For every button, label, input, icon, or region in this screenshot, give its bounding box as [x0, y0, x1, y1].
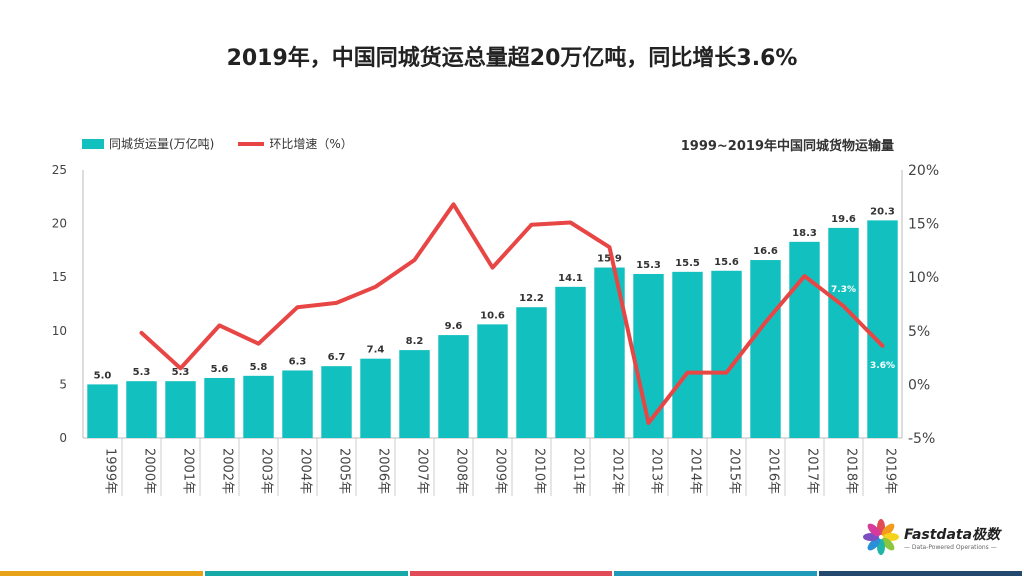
bar-value-label: 18.3 [792, 228, 817, 239]
footer-stripe [614, 571, 818, 576]
bar [204, 377, 235, 438]
chart-caption: 1999~2019年中国同城货物运输量 [680, 139, 894, 154]
x-tick-label: 2002年 [220, 448, 235, 494]
bar [555, 286, 586, 438]
bar-value-label: 14.1 [558, 273, 583, 284]
footer-stripe [204, 571, 408, 576]
y-right-tick-label: 5% [908, 324, 930, 340]
bar-value-label: 9.6 [445, 321, 463, 332]
line-point-label: 7.3% [831, 285, 856, 295]
growth-rate-line [139, 202, 885, 425]
brand-tagline: — Data-Powered Operations — [904, 543, 997, 551]
y-left-tick-label: 15 [52, 270, 67, 284]
x-tick-label: 2011年 [571, 448, 586, 494]
legend-item-bar: 同城货运量(万亿吨) [82, 135, 214, 152]
bar-value-label: 7.4 [367, 345, 385, 356]
legend-line-swatch [238, 141, 265, 146]
legend-bar-swatch [82, 138, 104, 149]
page-title: 2019年，中国同城货运总量超20万亿吨，同比增长3.6% [226, 46, 798, 71]
bar-value-label: 6.3 [289, 356, 307, 367]
footer-stripe [409, 571, 613, 576]
x-tick-label: 2004年 [298, 448, 313, 494]
bar [126, 381, 157, 438]
y-left-tick-label: 20 [52, 217, 67, 231]
bar-value-label: 16.6 [753, 246, 778, 257]
footer-stripe [0, 571, 203, 576]
x-tick-label: 2006年 [376, 448, 391, 494]
bar-value-label: 19.6 [831, 214, 856, 225]
bar [750, 260, 781, 438]
bar-value-label: 15.5 [675, 258, 700, 269]
y-left-tick-label: 10 [52, 324, 67, 338]
legend-item-line: 环比增速（%） [238, 135, 353, 152]
y-left-tick-label: 25 [52, 163, 67, 177]
brand-logo: Fastdata极数 — Data-Powered Operations — [862, 518, 1000, 556]
legend-bar-label: 同城货运量(万亿吨) [109, 137, 215, 151]
bar [438, 335, 469, 438]
x-tick-label: 2019年 [883, 448, 898, 494]
x-tick-label: 2014年 [688, 448, 703, 494]
bar [672, 271, 703, 438]
bar-value-label: 8.2 [406, 336, 424, 347]
chart-legend: 同城货运量(万亿吨) 环比增速（%） [82, 135, 377, 152]
y-left-tick-label: 5 [59, 377, 67, 391]
x-tick-label: 2001年 [181, 448, 196, 494]
bar [711, 270, 742, 438]
bar-value-label: 5.8 [250, 362, 268, 373]
bar [789, 241, 820, 438]
bar-value-label: 20.3 [870, 206, 895, 217]
x-tick-label: 2018年 [844, 448, 859, 494]
x-tick-label: 2015年 [727, 448, 742, 494]
bar [516, 307, 547, 438]
brand-name: Fastdata极数 [904, 526, 1001, 543]
x-tick-label: 2010年 [532, 448, 547, 494]
bar [282, 370, 313, 438]
x-tick-label: 2012年 [610, 448, 625, 494]
bar [633, 273, 664, 438]
bar-value-label: 5.6 [211, 364, 229, 375]
bar-value-label: 5.0 [94, 370, 112, 381]
legend-line-label: 环比增速（%） [269, 137, 353, 151]
bar-value-label: 12.2 [519, 293, 544, 304]
x-tick-label: 2008年 [454, 448, 469, 494]
bar [360, 358, 391, 438]
footer-stripes [0, 571, 1024, 576]
y-right-tick-label: -5% [908, 431, 935, 447]
bar-value-label: 10.6 [480, 310, 505, 321]
bar-value-label: 6.7 [328, 352, 346, 363]
pinwheel-logo-icon [863, 519, 899, 555]
x-tick-label: 2017年 [805, 448, 820, 494]
x-tick-label: 2005年 [337, 448, 352, 494]
y-right-tick-label: 0% [908, 377, 930, 393]
bar [477, 324, 508, 438]
x-tick-label: 1999年 [103, 448, 118, 494]
y-right-tick-label: 10% [908, 270, 939, 286]
bar [867, 220, 898, 438]
bar [321, 366, 352, 438]
y-left-tick-label: 0 [59, 431, 67, 445]
x-tick-label: 2000年 [142, 448, 157, 494]
bar [243, 375, 274, 438]
y-right-tick-label: 20% [908, 163, 939, 179]
y-right-tick-label: 15% [908, 217, 939, 233]
bar [828, 227, 859, 438]
bar [87, 384, 118, 438]
bar [165, 381, 196, 438]
bar-value-label: 5.3 [172, 367, 190, 378]
x-tick-label: 2007年 [415, 448, 430, 494]
bar [399, 350, 430, 438]
bar-value-label: 5.3 [133, 367, 151, 378]
bar-value-label: 15.6 [714, 257, 739, 268]
x-tick-label: 2016年 [766, 448, 781, 494]
x-tick-label: 2009年 [493, 448, 508, 494]
bar-value-label: 15.3 [636, 260, 661, 271]
footer-stripe [819, 571, 1022, 576]
x-tick-label: 2013年 [649, 448, 664, 494]
bar-value-label: 15.9 [597, 254, 622, 265]
x-tick-label: 2003年 [259, 448, 274, 494]
line-point-label: 3.6% [870, 361, 895, 371]
